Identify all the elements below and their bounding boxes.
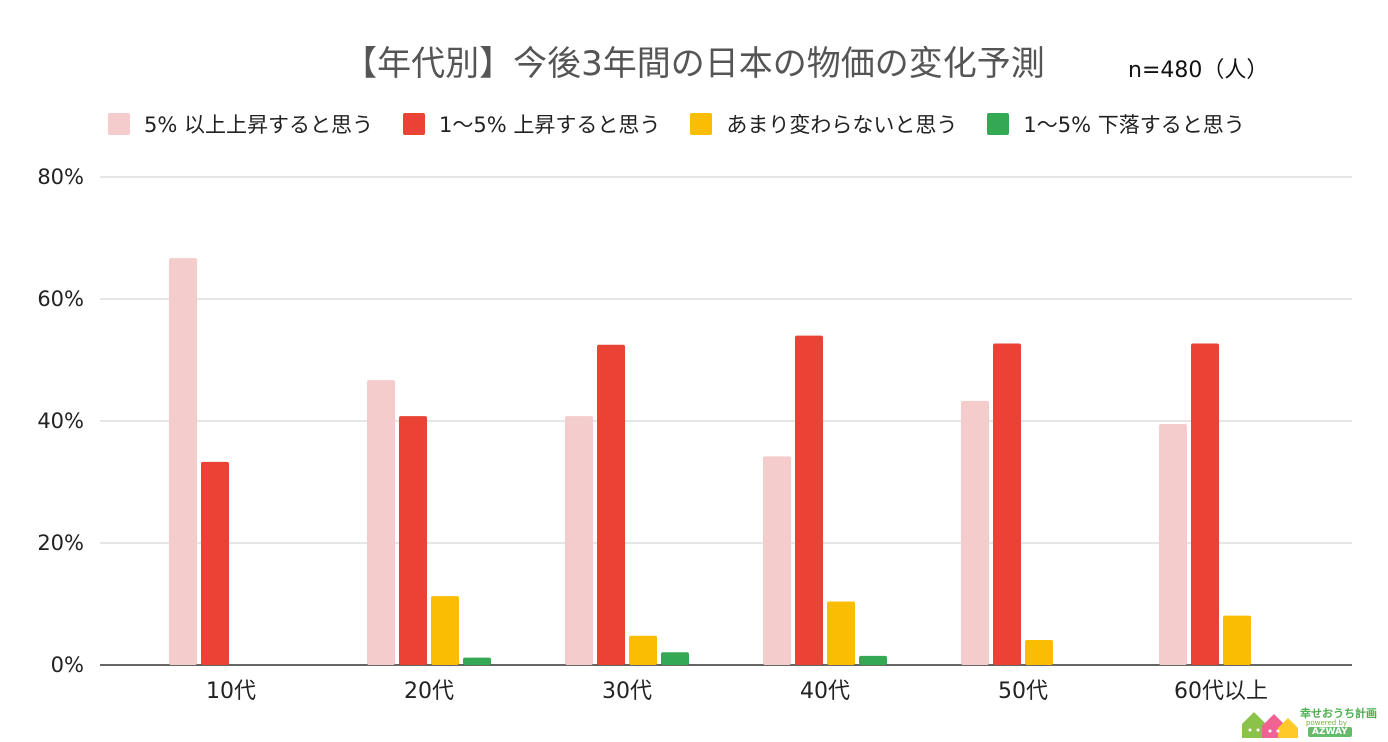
legend-swatch xyxy=(108,113,130,135)
legend-item: 5% 以上上昇すると思う xyxy=(108,109,373,139)
y-tick-label: 40% xyxy=(37,409,84,433)
legend-label: 1〜5% 上昇すると思う xyxy=(439,113,661,137)
x-tick-label: 50代 xyxy=(998,679,1048,704)
y-tick-label: 80% xyxy=(37,165,84,189)
legend-swatch xyxy=(403,113,425,135)
bar-3-3 xyxy=(629,635,657,665)
bar-2-6 xyxy=(1191,343,1219,665)
bar-1-6 xyxy=(1159,424,1187,665)
legend-item: あまり変わらないと思う xyxy=(690,109,957,139)
bar-4-3 xyxy=(661,652,689,665)
bar-3-2 xyxy=(431,596,459,665)
bar-1-4 xyxy=(763,456,791,665)
brand-logo-text: 幸せおうち計画 xyxy=(1300,707,1377,720)
x-tick-label: 40代 xyxy=(800,679,850,704)
bar-1-1 xyxy=(169,258,197,665)
bar-1-3 xyxy=(565,416,593,665)
bar-4-4 xyxy=(859,655,887,665)
bar-2-1 xyxy=(201,461,229,665)
bar-3-4 xyxy=(827,601,855,665)
bar-2-5 xyxy=(993,343,1021,665)
brand-name: AZWAY xyxy=(1308,727,1352,737)
legend-label: 1〜5% 下落すると思う xyxy=(1023,113,1245,137)
bar-3-5 xyxy=(1025,639,1053,665)
bar-2-3 xyxy=(597,344,625,665)
legend-item: 1〜5% 下落すると思う xyxy=(987,109,1245,139)
legend-label: あまり変わらないと思う xyxy=(726,113,958,137)
legend-swatch xyxy=(987,113,1010,135)
x-tick-label: 60代以上 xyxy=(1174,679,1268,704)
legend-swatch xyxy=(690,113,713,135)
bar-2-4 xyxy=(795,335,823,665)
y-tick-label: 0% xyxy=(51,653,84,677)
brand-logo-icon xyxy=(1242,712,1298,738)
bar-2-2 xyxy=(399,416,427,665)
sample-size-label: n=480（人） xyxy=(1128,58,1269,83)
x-tick-label: 20代 xyxy=(404,679,454,704)
bar-4-2 xyxy=(463,657,491,665)
brand-sub-text: powered by xyxy=(1306,719,1348,727)
y-tick-label: 60% xyxy=(37,287,84,311)
chart-legend: 5% 以上上昇すると思う 1〜5% 上昇すると思う あまり変わらないと思う 1〜5% … xyxy=(108,108,1275,140)
bar-3-6 xyxy=(1223,615,1251,665)
legend-label: 5% 以上上昇すると思う xyxy=(144,113,373,137)
y-tick-label: 20% xyxy=(37,531,84,555)
bar-1-5 xyxy=(961,400,989,665)
x-tick-label: 30代 xyxy=(602,679,652,704)
x-tick-label: 10代 xyxy=(206,679,256,704)
legend-item: 1〜5% 上昇すると思う xyxy=(403,109,660,139)
chart-title: 【年代別】今後3年間の日本の物価の変化予測 xyxy=(343,44,1045,84)
bar-1-2 xyxy=(367,380,395,665)
